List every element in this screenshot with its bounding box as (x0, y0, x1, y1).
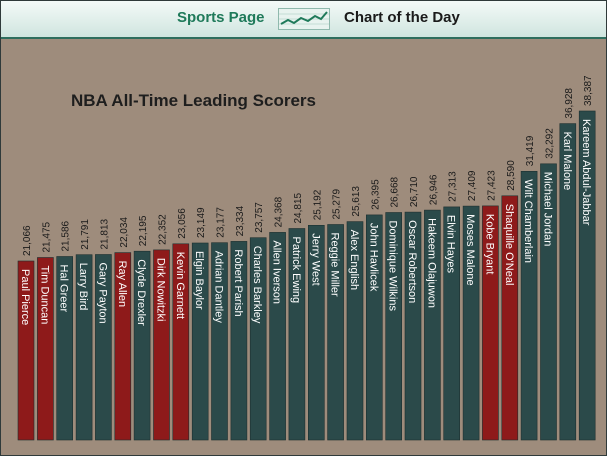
bar-hal-greer (56, 256, 74, 441)
value-label: 23,334 (235, 205, 246, 236)
bar-paul-pierce (17, 260, 35, 441)
value-label: 27,423 (486, 170, 497, 201)
chart-of-the-day-label: Chart of the Day (344, 9, 460, 26)
category-label: Kobe Bryant (483, 214, 495, 275)
category-label: Elvin Hayes (445, 215, 457, 274)
value-label: 26,710 (409, 176, 420, 207)
brand-title[interactable]: Sports Page (177, 9, 265, 26)
bar-adrian-dantley (211, 242, 228, 441)
category-label: John Havlicek (367, 223, 379, 292)
bar-karl-malone (559, 123, 577, 441)
bar-jerry-west (307, 225, 325, 441)
value-label: 22,034 (119, 217, 130, 248)
bar-reggie-miller (327, 224, 344, 441)
bar-robert-parish (230, 241, 248, 441)
category-label: Ray Allen (116, 261, 128, 307)
category-label: Moses Malone (464, 214, 476, 286)
category-label: Karl Malone (561, 132, 573, 191)
category-label: Shaquille O'Neal (503, 204, 515, 286)
category-label: Larry Bird (77, 263, 89, 311)
category-label: Jerry West (309, 233, 321, 285)
bar-elgin-baylor (191, 242, 209, 441)
category-label: Dominique Wilkins (387, 221, 399, 312)
bar-tim-duncan (37, 257, 54, 441)
chart-title: NBA All-Time Leading Scorers (71, 91, 316, 110)
value-label: 25,192 (312, 189, 323, 220)
value-label: 21,791 (80, 219, 91, 250)
value-label: 25,279 (332, 188, 343, 219)
category-label: Hal Greer (58, 265, 70, 313)
value-label: 23,177 (216, 207, 227, 238)
bar-elvin-hayes (443, 206, 461, 441)
bar-kevin-garnett (172, 243, 190, 441)
category-label: Tim Duncan (38, 266, 50, 325)
bar-wilt-chamberlain (520, 171, 538, 441)
value-label: 21,586 (61, 220, 72, 251)
bar-clyde-drexler (133, 250, 151, 441)
value-label: 22,352 (158, 214, 169, 245)
value-label: 23,757 (254, 202, 265, 233)
bar-kareem-abdul-jabbar (578, 110, 596, 441)
bar-alex-english (346, 221, 364, 441)
bar-dirk-nowitzki (153, 249, 170, 441)
category-label: Michael Jordan (542, 172, 554, 247)
category-label: Dirk Nowitzki (155, 258, 167, 322)
category-label: Patrick Ewing (290, 237, 302, 304)
category-label: Alex English (348, 230, 360, 291)
value-label: 24,368 (274, 196, 285, 227)
value-label: 26,395 (370, 179, 381, 210)
category-label: Oscar Robertson (406, 220, 418, 303)
value-label: 24,815 (293, 192, 304, 223)
category-label: Kareem Abdul-Jabbar (580, 119, 592, 226)
value-label: 26,668 (390, 176, 401, 207)
category-label: Clyde Drexler (135, 259, 147, 326)
value-label: 32,292 (545, 128, 556, 159)
value-label: 36,928 (564, 88, 575, 119)
bar-moses-malone (462, 205, 480, 441)
value-label: 21,813 (99, 218, 110, 249)
category-label: Allen Iverson (271, 240, 283, 304)
bar-oscar-robertson (404, 211, 422, 441)
bar-shaquille-o-neal (501, 195, 519, 441)
bar-john-havlicek (365, 214, 383, 441)
bar-allen-iverson (269, 232, 286, 441)
category-label: Robert Parish (232, 249, 244, 316)
value-label: 31,419 (525, 135, 536, 166)
category-label: Reggie Miller (329, 233, 341, 298)
category-label: Hakeem Olajuwon (425, 218, 437, 308)
value-label: 27,409 (467, 170, 478, 201)
bar-dominique-wilkins (385, 212, 403, 441)
value-label: 23,149 (196, 207, 207, 238)
value-label: 22,195 (138, 215, 149, 246)
value-label: 21,475 (41, 221, 52, 252)
value-label: 27,313 (448, 171, 459, 202)
category-label: Wilt Chamberlain (522, 179, 534, 263)
bar-patrick-ewing (288, 228, 306, 441)
value-label: 21,066 (22, 225, 33, 256)
bar-charles-barkley (249, 237, 267, 441)
bar-hakeem-olajuwon (424, 209, 441, 441)
category-label: Kevin Garnett (174, 252, 186, 319)
category-label: Charles Barkley (251, 246, 263, 324)
bar-gary-payton (95, 254, 112, 441)
bar-michael-jordan (540, 163, 557, 441)
bar-larry-bird (75, 254, 93, 441)
value-label: 23,056 (177, 208, 188, 239)
bar-kobe-bryant (482, 205, 499, 441)
page-header: Sports Page Chart of the Day (1, 1, 606, 39)
line-chart-icon (278, 8, 330, 30)
value-label: 25,613 (351, 186, 362, 217)
category-label: Adrian Dantley (213, 251, 225, 324)
category-label: Gary Payton (96, 263, 108, 324)
value-label: 38,387 (583, 75, 594, 106)
category-label: Paul Pierce (19, 269, 31, 325)
bar-ray-allen (114, 252, 132, 441)
category-label: Elgin Baylor (193, 251, 205, 310)
value-label: 26,946 (428, 174, 439, 205)
value-label: 28,590 (506, 160, 517, 191)
